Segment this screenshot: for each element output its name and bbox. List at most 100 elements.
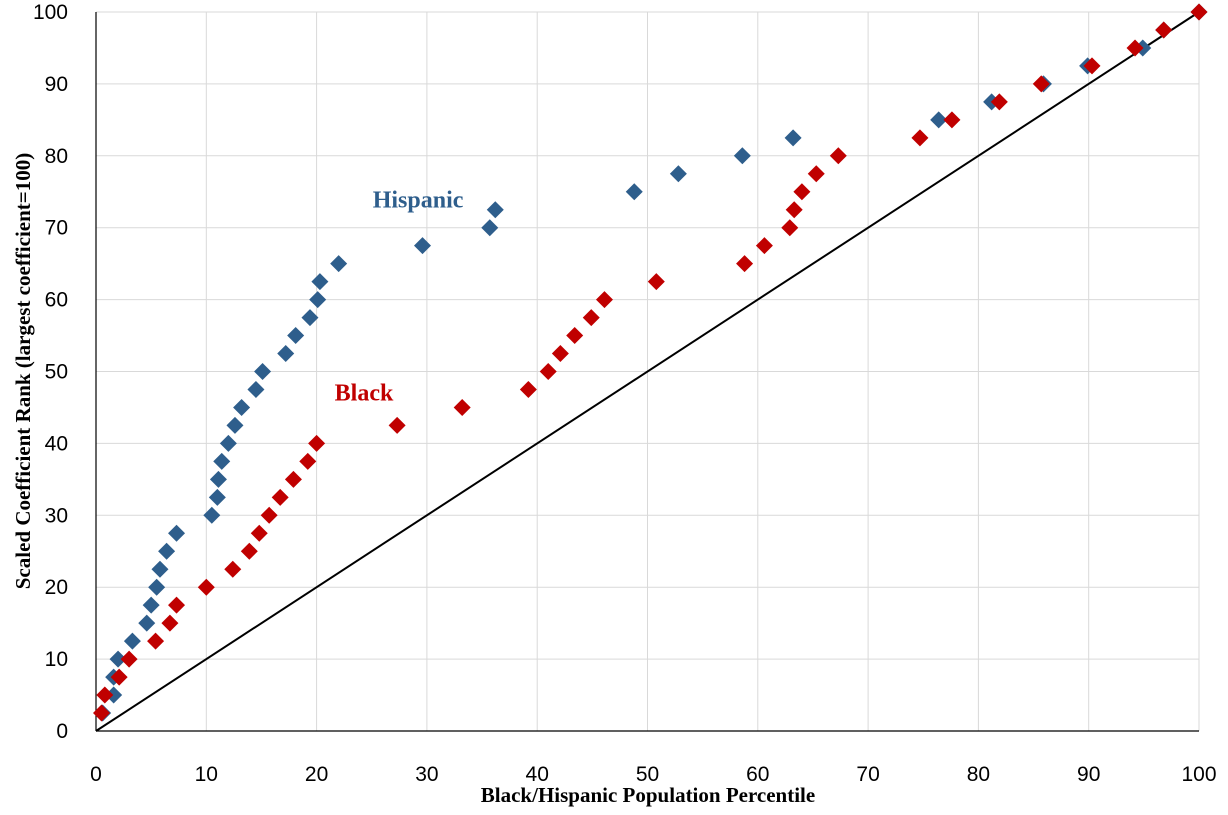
x-tick-label: 30 [415, 763, 438, 786]
data-point-hispanic [301, 309, 319, 327]
data-point-black [1190, 3, 1208, 21]
data-point-black [943, 111, 961, 129]
axes [95, 12, 1199, 732]
y-tick-label: 10 [45, 648, 68, 671]
data-point-black [453, 398, 471, 416]
data-point-black [168, 596, 186, 614]
data-point-black [224, 560, 242, 578]
data-point-hispanic [625, 183, 643, 201]
data-point-black [1126, 39, 1144, 57]
data-point-black [197, 578, 215, 596]
data-point-black [793, 183, 811, 201]
data-point-hispanic [309, 291, 327, 309]
series-label-hispanic: Hispanic [373, 188, 464, 214]
data-points [93, 3, 1208, 722]
data-point-black [93, 704, 111, 722]
data-point-black [807, 165, 825, 183]
data-point-black [120, 650, 138, 668]
data-point-hispanic [123, 632, 141, 650]
data-point-hispanic [481, 219, 499, 237]
y-tick-label: 80 [45, 145, 68, 168]
x-tick-labels: 0 10 20 30 40 50 60 70 80 90 100 [90, 763, 1216, 786]
y-tick-label: 100 [33, 1, 68, 24]
series-hispanic [94, 3, 1208, 722]
data-point-black [755, 237, 773, 255]
data-point-hispanic [311, 273, 329, 291]
data-point-hispanic [213, 452, 231, 470]
data-point-hispanic [209, 470, 227, 488]
data-point-black [250, 524, 268, 542]
x-tick-label: 80 [967, 763, 990, 786]
data-point-hispanic [330, 255, 348, 273]
data-point-black [299, 452, 317, 470]
x-tick-label: 10 [195, 763, 218, 786]
series-black [93, 3, 1208, 722]
data-point-black [1083, 57, 1101, 75]
data-point-hispanic [148, 578, 166, 596]
data-point-black [519, 380, 537, 398]
x-tick-label: 90 [1077, 763, 1100, 786]
data-point-hispanic [158, 542, 176, 560]
y-tick-label: 0 [56, 720, 68, 743]
data-point-hispanic [142, 596, 160, 614]
data-point-black [284, 470, 302, 488]
data-point-hispanic [413, 237, 431, 255]
data-point-black [260, 506, 278, 524]
x-tick-label: 20 [305, 763, 328, 786]
data-point-black [911, 129, 929, 147]
data-point-hispanic [930, 111, 948, 129]
data-point-black [147, 632, 165, 650]
data-point-black [582, 309, 600, 327]
data-point-black [110, 668, 128, 686]
data-point-hispanic [219, 434, 237, 452]
x-tick-label: 0 [90, 763, 102, 786]
data-point-black [308, 434, 326, 452]
data-point-hispanic [226, 416, 244, 434]
data-point-black [1032, 75, 1050, 93]
data-point-hispanic [151, 560, 169, 578]
series-annotations: Hispanic Black [335, 188, 464, 407]
data-point-black [595, 291, 613, 309]
data-point-hispanic [168, 524, 186, 542]
data-point-hispanic [247, 380, 265, 398]
y-tick-label: 70 [45, 217, 68, 240]
data-point-black [161, 614, 179, 632]
x-tick-label: 50 [636, 763, 659, 786]
data-point-hispanic [138, 614, 156, 632]
data-point-black [551, 345, 569, 363]
data-point-black [566, 327, 584, 345]
data-point-hispanic [784, 129, 802, 147]
series-label-black: Black [335, 380, 394, 406]
x-tick-label: 100 [1181, 763, 1216, 786]
y-tick-label: 20 [45, 576, 68, 599]
data-point-hispanic [233, 398, 251, 416]
y-tick-label: 90 [45, 73, 68, 96]
data-point-black [1155, 21, 1173, 39]
data-point-black [785, 201, 803, 219]
data-point-hispanic [669, 165, 687, 183]
data-point-hispanic [208, 488, 226, 506]
data-point-hispanic [203, 506, 221, 524]
x-tick-label: 40 [526, 763, 549, 786]
data-point-black [240, 542, 258, 560]
x-tick-label: 70 [856, 763, 879, 786]
data-point-hispanic [254, 363, 272, 380]
data-point-hispanic [287, 327, 305, 345]
x-axis-title: Black/Hispanic Population Percentile [481, 783, 815, 807]
data-point-black [96, 686, 114, 704]
y-tick-label: 40 [45, 432, 68, 455]
reference-line [95, 11, 1200, 732]
y-tick-label: 30 [45, 504, 68, 527]
y-tick-label: 60 [45, 289, 68, 312]
data-point-hispanic [733, 147, 751, 165]
x-tick-label: 60 [746, 763, 769, 786]
reference-line-group [95, 11, 1200, 732]
data-point-hispanic [109, 650, 127, 668]
data-point-black [539, 363, 557, 380]
y-tick-label: 50 [45, 361, 68, 384]
data-point-black [271, 488, 289, 506]
data-point-hispanic [486, 201, 504, 219]
data-point-black [736, 255, 754, 273]
data-point-black [781, 219, 799, 237]
